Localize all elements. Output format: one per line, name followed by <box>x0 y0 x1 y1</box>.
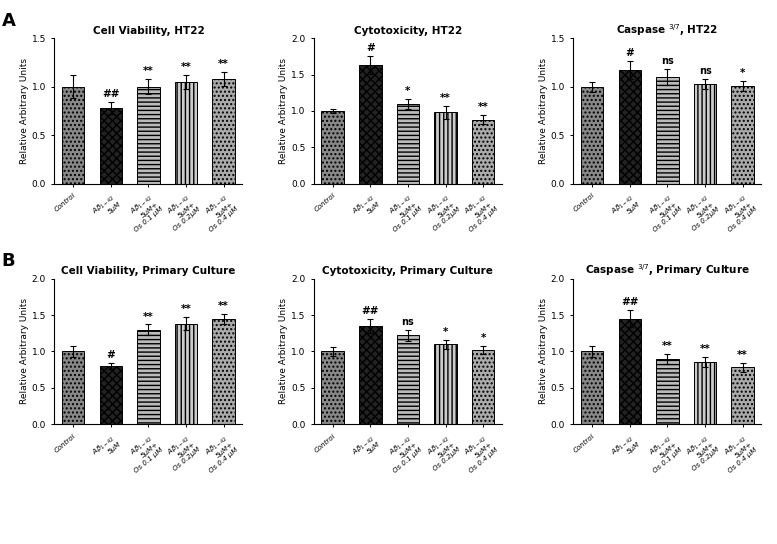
Text: **: ** <box>180 62 191 72</box>
Title: Cell Viability, Primary Culture: Cell Viability, Primary Culture <box>61 267 235 276</box>
Y-axis label: Relative Arbitrary Units: Relative Arbitrary Units <box>539 299 548 404</box>
Bar <box>618 319 641 424</box>
Bar <box>212 319 235 424</box>
Bar <box>99 366 122 424</box>
Text: **: ** <box>143 66 154 76</box>
Bar <box>212 79 235 184</box>
Y-axis label: Relative Arbitrary Units: Relative Arbitrary Units <box>20 58 29 164</box>
Y-axis label: Relative Arbitrary Units: Relative Arbitrary Units <box>280 299 288 404</box>
Title: Cytotoxicity, HT22: Cytotoxicity, HT22 <box>354 26 462 36</box>
Text: *: * <box>406 85 410 96</box>
Bar <box>322 351 344 424</box>
Text: #: # <box>625 48 634 59</box>
Text: B: B <box>2 252 16 270</box>
Title: Cell Viability, HT22: Cell Viability, HT22 <box>92 26 204 36</box>
Text: **: ** <box>699 344 710 354</box>
Title: Cytotoxicity, Primary Culture: Cytotoxicity, Primary Culture <box>322 267 493 276</box>
Bar <box>62 351 85 424</box>
Bar <box>396 104 420 184</box>
Text: ##: ## <box>621 297 639 307</box>
Text: #: # <box>366 44 375 53</box>
Bar <box>137 330 160 424</box>
Bar <box>656 77 679 184</box>
Bar <box>434 344 457 424</box>
Bar <box>434 113 457 184</box>
Text: **: ** <box>440 93 451 103</box>
Text: ##: ## <box>102 89 120 100</box>
Bar <box>175 82 197 184</box>
Text: ns: ns <box>402 317 414 327</box>
Bar <box>359 326 382 424</box>
Bar <box>581 351 604 424</box>
Text: A: A <box>2 12 16 30</box>
Text: *: * <box>443 327 448 337</box>
Bar <box>396 336 420 424</box>
Text: *: * <box>740 68 745 78</box>
Bar <box>175 324 197 424</box>
Title: Caspase $^{3/7}$, Primary Culture: Caspase $^{3/7}$, Primary Culture <box>585 263 750 279</box>
Text: **: ** <box>180 304 191 314</box>
Text: **: ** <box>662 341 673 351</box>
Title: Caspase $^{3/7}$, HT22: Caspase $^{3/7}$, HT22 <box>616 22 719 38</box>
Bar <box>618 70 641 184</box>
Y-axis label: Relative Arbitrary Units: Relative Arbitrary Units <box>20 299 29 404</box>
Text: **: ** <box>737 350 748 360</box>
Bar <box>322 111 344 184</box>
Bar <box>62 86 85 184</box>
Y-axis label: Relative Arbitrary Units: Relative Arbitrary Units <box>280 58 288 164</box>
Text: #: # <box>106 350 115 360</box>
Text: **: ** <box>478 102 489 113</box>
Bar <box>731 368 754 424</box>
Text: ##: ## <box>361 306 379 316</box>
Text: ns: ns <box>699 66 712 76</box>
Text: ns: ns <box>661 56 674 66</box>
Bar <box>694 362 716 424</box>
Bar <box>472 350 494 424</box>
Text: **: ** <box>143 312 154 322</box>
Bar <box>137 86 160 184</box>
Bar <box>99 108 122 184</box>
Bar <box>694 84 716 184</box>
Bar <box>731 86 754 184</box>
Text: **: ** <box>218 301 229 311</box>
Bar <box>472 120 494 184</box>
Y-axis label: Relative Arbitrary Units: Relative Arbitrary Units <box>539 58 548 164</box>
Bar <box>581 86 604 184</box>
Text: **: ** <box>218 59 229 69</box>
Text: *: * <box>480 333 486 343</box>
Bar <box>656 358 679 424</box>
Bar <box>359 65 382 184</box>
